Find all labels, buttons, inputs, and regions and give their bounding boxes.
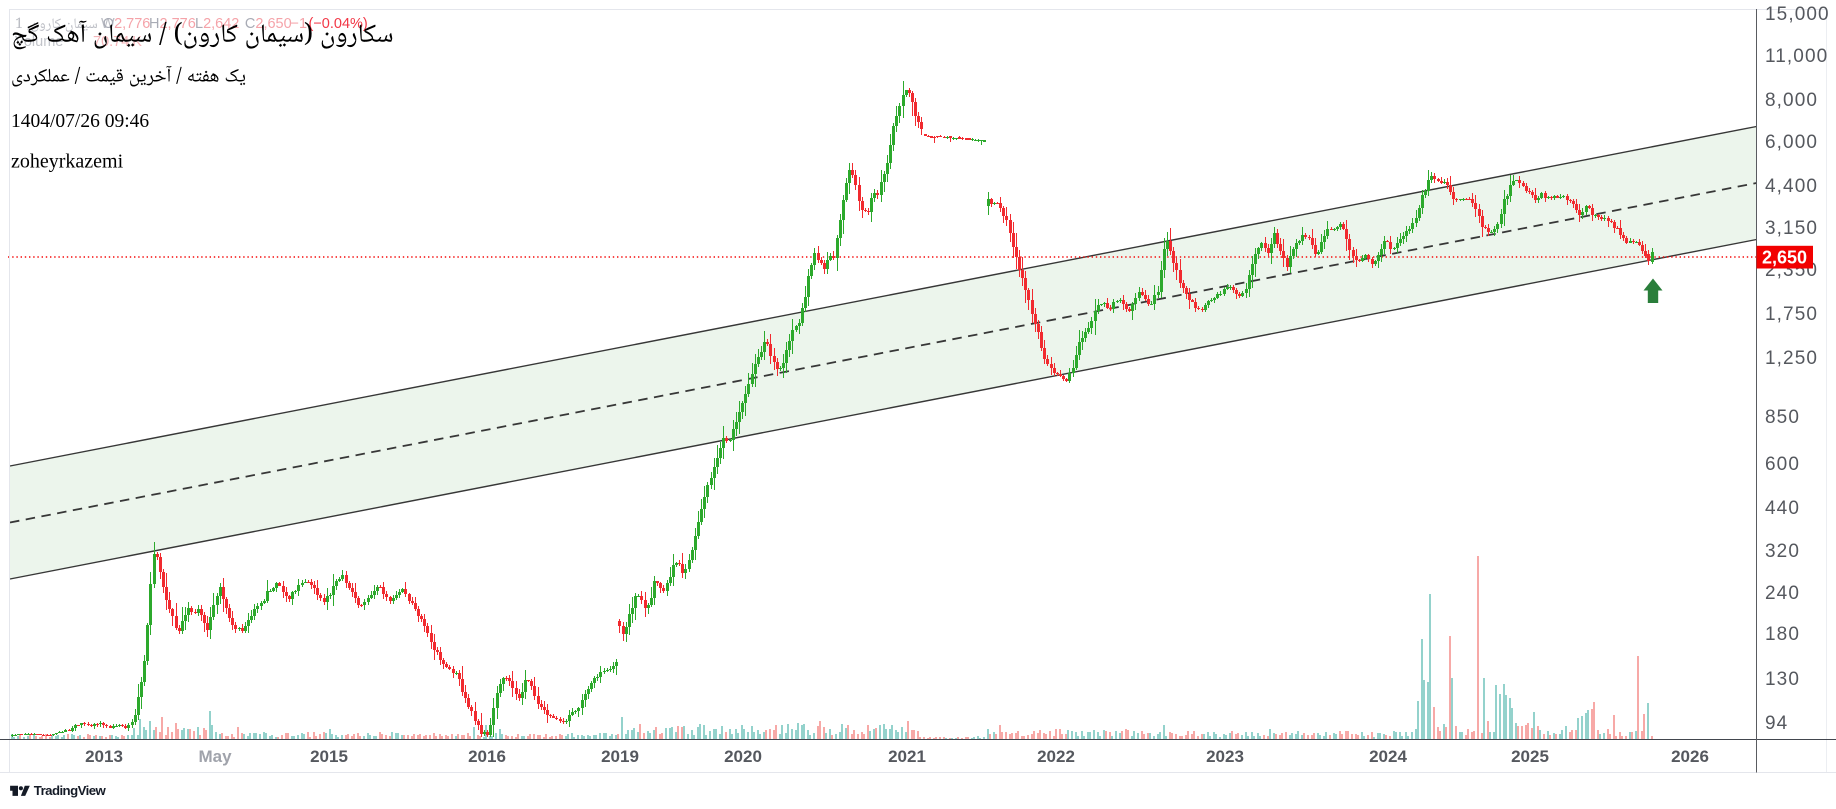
svg-text:94: 94 [1765,713,1788,734]
svg-text:May: May [198,747,232,766]
svg-text:2013: 2013 [85,747,123,766]
svg-text:L2,642: L2,642 [195,16,239,32]
svg-text:2016: 2016 [468,747,506,766]
svg-text:2025: 2025 [1511,747,1549,766]
svg-text:4,400: 4,400 [1765,176,1818,197]
svg-text:240: 240 [1765,583,1800,604]
svg-text:3,150: 3,150 [1765,218,1818,239]
svg-text:1404/07/26 09:46: 1404/07/26 09:46 [11,111,149,132]
svg-text:2021: 2021 [888,747,926,766]
svg-text:zoheyrkazemi: zoheyrkazemi [11,150,124,172]
svg-text:15,000: 15,000 [1765,4,1830,25]
svg-text:H2,776: H2,776 [149,16,196,32]
svg-text:180: 180 [1765,624,1800,645]
svg-text:600: 600 [1765,454,1800,475]
svg-text:850: 850 [1765,407,1800,428]
svg-text:2026: 2026 [1671,747,1709,766]
svg-text:6,000: 6,000 [1765,132,1818,153]
svg-text:−1: −1 [291,16,308,32]
svg-text:130: 130 [1765,669,1800,690]
svg-text:O2,776: O2,776 [103,16,151,32]
svg-text:1,250: 1,250 [1765,348,1818,369]
svg-text:C2,650: C2,650 [245,16,292,32]
svg-text:440: 440 [1765,498,1800,519]
svg-text:Volume: Volume [15,34,63,50]
svg-text:11,000: 11,000 [1765,46,1828,67]
svg-text:2019: 2019 [601,747,639,766]
svg-text:1,750: 1,750 [1765,304,1818,325]
svg-text:2024: 2024 [1369,747,1407,766]
svg-text:2022: 2022 [1037,747,1075,766]
svg-text:2020: 2020 [724,747,762,766]
svg-text:2015: 2015 [310,747,348,766]
svg-text:2,650: 2,650 [1762,248,1807,268]
svg-text:8,000: 8,000 [1765,90,1818,111]
svg-text:2023: 2023 [1206,747,1244,766]
svg-text:320: 320 [1765,541,1800,562]
svg-text:(−0.04%): (−0.04%) [309,16,368,32]
svg-text:TradingView: TradingView [34,783,107,798]
